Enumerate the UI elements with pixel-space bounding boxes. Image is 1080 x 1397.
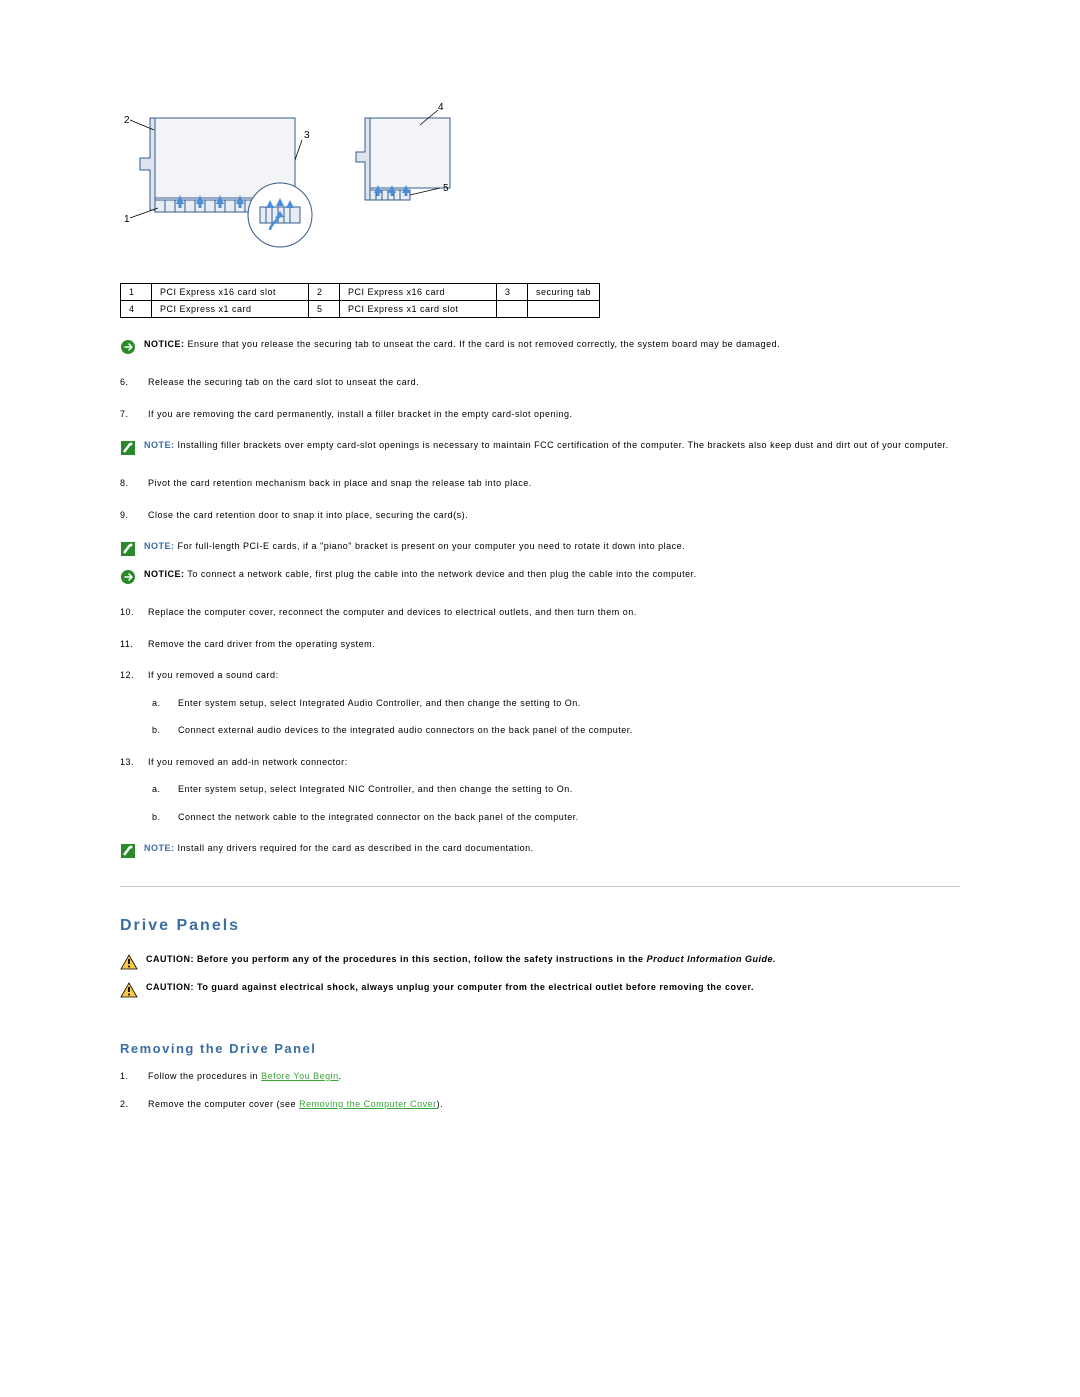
- note-icon: [120, 541, 136, 560]
- removing-drive-panel-heading: Removing the Drive Panel: [120, 1041, 960, 1056]
- caution-icon: [120, 982, 138, 1001]
- cell: PCI Express x1 card: [152, 301, 309, 318]
- note-callout: NOTE: Install any drivers required for t…: [120, 842, 960, 862]
- cell: 4: [121, 301, 152, 318]
- notice-text: Ensure that you release the securing tab…: [185, 339, 781, 349]
- caution-callout: CAUTION: To guard against electrical sho…: [120, 981, 960, 1001]
- cell: PCI Express x1 card slot: [340, 301, 497, 318]
- notice-icon: [120, 339, 136, 358]
- step-12b: Connect external audio devices to the in…: [178, 724, 960, 738]
- cell: 2: [309, 284, 340, 301]
- note-icon: [120, 843, 136, 862]
- svg-text:1: 1: [124, 214, 130, 225]
- cell: securing tab: [528, 284, 600, 301]
- cell: [497, 301, 528, 318]
- step-12a: Enter system setup, select Integrated Au…: [178, 697, 960, 711]
- caution-label: CAUTION:: [146, 954, 194, 964]
- caution-text: To guard against electrical shock, alway…: [194, 982, 754, 992]
- step-13: If you removed an add-in network connect…: [148, 756, 960, 825]
- cell: PCI Express x16 card slot: [152, 284, 309, 301]
- notice-callout: NOTICE: Ensure that you release the secu…: [120, 338, 960, 358]
- step-6: Release the securing tab on the card slo…: [148, 376, 960, 390]
- cell: [528, 301, 600, 318]
- notice-text: To connect a network cable, first plug t…: [185, 569, 697, 579]
- step-13a: Enter system setup, select Integrated NI…: [178, 783, 960, 797]
- cell: PCI Express x16 card: [340, 284, 497, 301]
- svg-text:5: 5: [443, 183, 449, 194]
- step-12: If you removed a sound card: Enter syste…: [148, 669, 960, 738]
- step-13b: Connect the network cable to the integra…: [178, 811, 960, 825]
- note-callout: NOTE: For full-length PCI-E cards, if a …: [120, 540, 960, 560]
- notice-icon: [120, 569, 136, 588]
- pci-card-diagram: 2 1 3: [120, 100, 960, 263]
- divider: [120, 886, 960, 887]
- caution-label: CAUTION:: [146, 982, 194, 992]
- note-text: Install any drivers required for the car…: [175, 843, 534, 853]
- caution-text: Before you perform any of the procedures…: [194, 954, 647, 964]
- step-2: Remove the computer cover (see Removing …: [148, 1098, 960, 1112]
- cell: 5: [309, 301, 340, 318]
- caution-icon: [120, 954, 138, 973]
- note-callout: NOTE: Installing filler brackets over em…: [120, 439, 960, 459]
- step-11: Remove the card driver from the operatin…: [148, 638, 960, 652]
- note-label: NOTE:: [144, 541, 175, 551]
- parts-table: 1 PCI Express x16 card slot 2 PCI Expres…: [120, 283, 600, 318]
- notice-label: NOTICE:: [144, 569, 185, 579]
- step-8: Pivot the card retention mechanism back …: [148, 477, 960, 491]
- drive-panels-heading: Drive Panels: [120, 917, 960, 935]
- note-label: NOTE:: [144, 440, 175, 450]
- before-you-begin-link[interactable]: Before You Begin: [261, 1071, 339, 1081]
- cell: 3: [497, 284, 528, 301]
- removing-cover-link[interactable]: Removing the Computer Cover: [299, 1099, 437, 1109]
- step-1: Follow the procedures in Before You Begi…: [148, 1070, 960, 1084]
- step-7: If you are removing the card permanently…: [148, 408, 960, 422]
- caution-callout: CAUTION: Before you perform any of the p…: [120, 953, 960, 973]
- step-9: Close the card retention door to snap it…: [148, 509, 960, 523]
- note-text: Installing filler brackets over empty ca…: [175, 440, 949, 450]
- caution-italic: Product Information Guide.: [647, 954, 777, 964]
- note-icon: [120, 440, 136, 459]
- note-text: For full-length PCI-E cards, if a "piano…: [175, 541, 686, 551]
- note-label: NOTE:: [144, 843, 175, 853]
- notice-label: NOTICE:: [144, 339, 185, 349]
- svg-text:4: 4: [438, 102, 444, 113]
- notice-callout: NOTICE: To connect a network cable, firs…: [120, 568, 960, 588]
- svg-text:3: 3: [304, 130, 310, 141]
- step-10: Replace the computer cover, reconnect th…: [148, 606, 960, 620]
- svg-text:2: 2: [124, 115, 130, 126]
- cell: 1: [121, 284, 152, 301]
